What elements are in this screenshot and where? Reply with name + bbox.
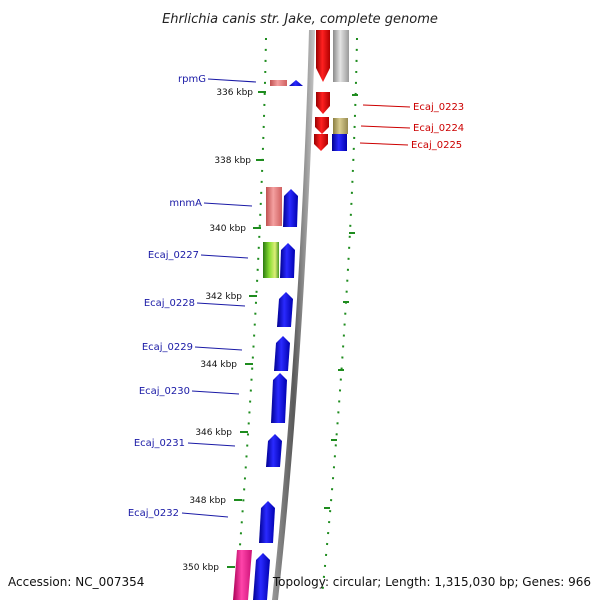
gene-ecaj-0230-arrow xyxy=(271,373,287,423)
gene-label: Ecaj_0230 xyxy=(139,386,190,397)
gene-label: Ecaj_0225 xyxy=(411,140,462,151)
scale-label: 336 kbp xyxy=(216,88,253,98)
gene-bottom-arrow xyxy=(253,553,270,600)
scale-label: 342 kbp xyxy=(205,292,242,302)
scale: 336 kbp 338 kbp 340 kbp 342 kbp 344 kbp … xyxy=(182,88,266,573)
gene-ecaj-0232-arrow xyxy=(259,501,275,543)
accession-text: Accession: NC_007354 xyxy=(8,575,144,589)
gene-ecaj-0231-arrow xyxy=(266,434,282,467)
gene-label: Ecaj_0232 xyxy=(128,508,179,519)
gene-ecaj-0222-arrow xyxy=(316,30,330,82)
map-title: Ehrlichia canis str. Jake, complete geno… xyxy=(162,12,438,27)
scale-label: 346 kbp xyxy=(195,428,232,438)
magenta-gene-block xyxy=(233,550,252,600)
right-track-ticks xyxy=(324,94,358,509)
gene-label: rpmG xyxy=(178,74,206,85)
left-leader-lines xyxy=(181,78,257,518)
genome-backbone xyxy=(272,30,315,600)
gene-label: Ecaj_0231 xyxy=(134,438,185,449)
grey-gene-block xyxy=(333,30,349,82)
gene-ecaj-0224-arrow xyxy=(315,117,329,134)
scale-label: 344 kbp xyxy=(200,360,237,370)
gene-label: mnmA xyxy=(169,198,202,209)
gene-mnma-block xyxy=(266,187,282,226)
blue-gene-block xyxy=(332,134,347,151)
gene-label: Ecaj_0224 xyxy=(413,123,464,134)
scale-label: 338 kbp xyxy=(214,156,251,166)
gene-ecaj-0229-arrow xyxy=(274,336,290,371)
right-leader-lines xyxy=(359,104,411,146)
left-gene-labels: rpmG mnmA Ecaj_0227 Ecaj_0228 Ecaj_0229 … xyxy=(128,74,206,519)
gene-rpmg-block xyxy=(270,80,287,86)
gene-ecaj-0227-arrow xyxy=(280,243,295,278)
gene-ecaj-0223-arrow xyxy=(316,92,330,114)
gene-label: Ecaj_0229 xyxy=(142,342,193,353)
right-gene-labels: Ecaj_0223 Ecaj_0224 Ecaj_0225 xyxy=(411,102,464,151)
gene-label: Ecaj_0223 xyxy=(413,102,464,113)
scale-label: 350 kbp xyxy=(182,563,219,573)
scale-label: 348 kbp xyxy=(189,496,226,506)
scale-label: 340 kbp xyxy=(209,224,246,234)
tan-gene-block xyxy=(333,118,348,134)
left-genes xyxy=(233,80,303,600)
gene-ecaj-0225-arrow xyxy=(314,134,328,151)
right-genes xyxy=(314,30,349,151)
gene-ecaj-0228-arrow xyxy=(277,292,293,327)
gene-small-arrow xyxy=(289,80,303,86)
gene-mnma-arrow xyxy=(283,189,298,227)
genome-summary-text: Topology: circular; Length: 1,315,030 bp… xyxy=(272,575,591,589)
gene-label: Ecaj_0228 xyxy=(144,298,195,309)
gene-ecaj-0227-block xyxy=(263,242,279,278)
gene-label: Ecaj_0227 xyxy=(148,250,199,261)
